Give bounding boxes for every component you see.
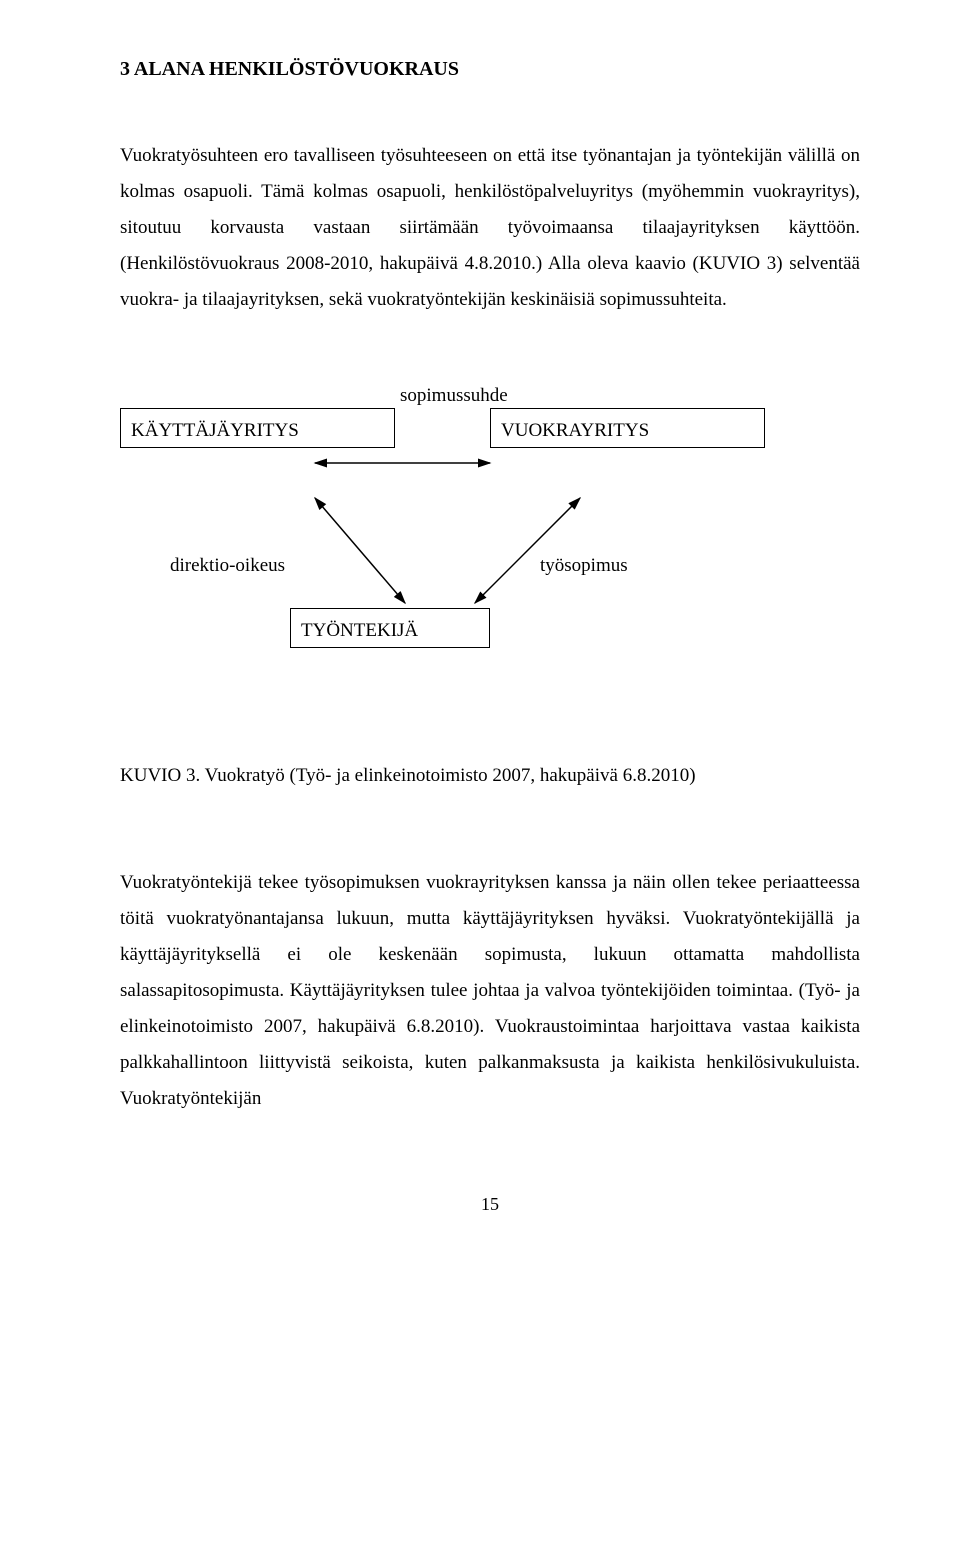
section-heading: 3 ALANA HENKILÖSTÖVUOKRAUS xyxy=(120,50,860,88)
box-tyontekija: TYÖNTEKIJÄ xyxy=(290,608,490,648)
diagram-kuvio-3: sopimussuhde KÄYTTÄJÄYRITYS VUOKRAYRITYS… xyxy=(120,378,820,718)
label-direktio-oikeus: direktio-oikeus xyxy=(170,548,285,584)
label-tyosopimus: työsopimus xyxy=(540,548,628,584)
paragraph-1: Vuokratyösuhteen ero tavalliseen työsuht… xyxy=(120,138,860,318)
figure-caption: KUVIO 3. Vuokratyö (Työ- ja elinkeinotoi… xyxy=(120,758,860,794)
box-kayttajayritys: KÄYTTÄJÄYRITYS xyxy=(120,408,395,448)
box-vuokrayritys: VUOKRAYRITYS xyxy=(490,408,765,448)
paragraph-2: Vuokratyöntekijä tekee työsopimuksen vuo… xyxy=(120,865,860,1118)
page-number: 15 xyxy=(120,1187,860,1221)
